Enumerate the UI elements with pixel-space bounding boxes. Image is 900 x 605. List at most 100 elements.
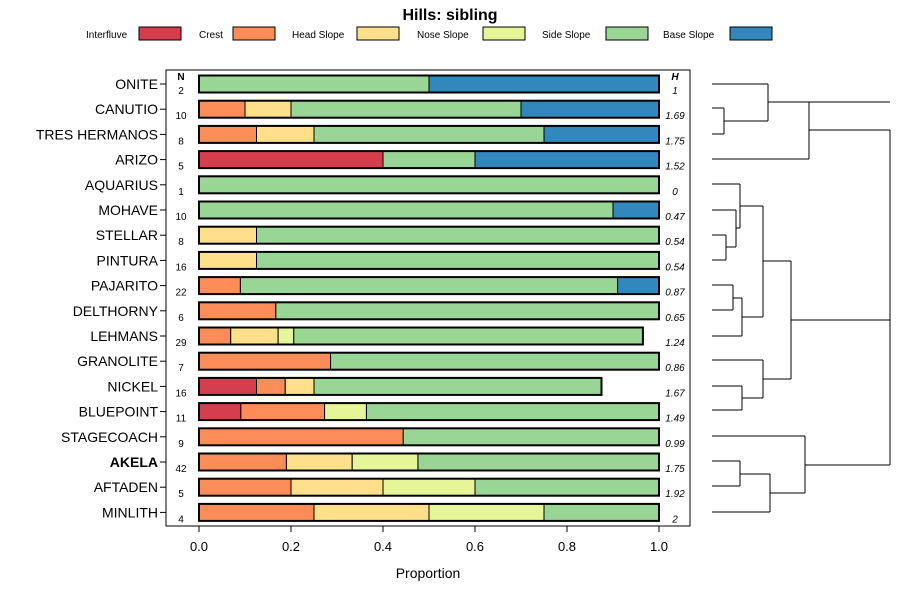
bar-segment-aftaden-nose-slope <box>382 478 476 497</box>
bar-row-onite: ONITE 2 1 <box>115 74 678 97</box>
h-value-canutio: 1.69 <box>665 111 685 122</box>
n-value-aftaden: 5 <box>178 489 184 500</box>
h-value-delthorny: 0.65 <box>665 313 685 324</box>
bar-outline-tres-hermanos <box>198 124 660 144</box>
bar-segment-delthorny-side-slope <box>275 301 660 320</box>
bar-segment-bluepoint-crest <box>240 402 326 421</box>
bar-segment-lehmans-head-slope <box>230 327 279 345</box>
category-label-tres-hermanos: TRES HERMANOS <box>36 126 158 142</box>
n-value-stellar: 8 <box>178 237 184 248</box>
category-label-pintura: PINTURA <box>97 252 159 268</box>
n-value-arizo: 5 <box>178 162 184 173</box>
bar-row-minlith: MINLITH 4 2 <box>102 502 678 525</box>
x-axis-label: Proportion <box>396 565 461 581</box>
legend-swatch-side-slope <box>605 26 649 41</box>
h-value-lehmans: 1.24 <box>665 338 685 349</box>
bar-segment-nickel-interfluve <box>198 377 257 396</box>
legend-label-head-slope: Head Slope <box>292 30 345 41</box>
bar-row-mohave: MOHAVE 10 0.47 <box>98 200 685 223</box>
bar-segment-nickel-head-slope <box>284 377 315 396</box>
bar-outline-aftaden <box>198 477 660 497</box>
x-tick-label: 0.0 <box>190 539 208 554</box>
bar-segment-minlith-nose-slope <box>428 503 545 522</box>
legend-swatch-crest <box>232 26 276 41</box>
n-value-minlith: 4 <box>178 514 184 525</box>
bar-segment-canutio-head-slope <box>244 100 292 119</box>
bar-segment-canutio-side-slope <box>290 100 522 119</box>
bar-segment-pajarito-base-slope <box>617 276 660 295</box>
bar-segment-akela-crest <box>198 453 287 471</box>
bar-segment-arizo-interfluve <box>198 150 384 169</box>
bar-segment-onite-base-slope <box>428 75 660 93</box>
bar-outline-onite <box>198 74 660 94</box>
category-label-pajarito: PAJARITO <box>91 278 158 294</box>
bar-row-tres-hermanos: TRES HERMANOS 8 1.75 <box>36 124 685 147</box>
h-value-granolite: 0.86 <box>665 363 685 374</box>
bar-outline-minlith <box>198 502 660 522</box>
n-value-pintura: 16 <box>175 262 187 273</box>
bar-outline-stellar <box>198 225 660 245</box>
category-label-mohave: MOHAVE <box>98 202 158 218</box>
x-tick-label: 0.8 <box>558 539 576 554</box>
x-axis: 0.0 0.2 0.4 0.6 0.8 1.0 <box>190 526 668 554</box>
legend-swatch-head-slope <box>356 26 400 41</box>
h-value-aftaden: 1.92 <box>665 489 685 500</box>
bar-outline-pajarito <box>198 276 660 296</box>
n-column-header: N <box>177 72 184 83</box>
legend-label-crest: Crest <box>199 30 223 41</box>
n-value-pajarito: 22 <box>175 288 187 299</box>
h-value-pajarito: 0.87 <box>665 288 685 299</box>
x-tick-label: 0.4 <box>374 539 392 554</box>
category-label-akela: AKELA <box>110 454 158 470</box>
h-value-stellar: 0.54 <box>665 237 685 248</box>
chart-title: Hills: sibling <box>402 7 497 24</box>
n-value-canutio: 10 <box>175 111 187 122</box>
bar-segment-bluepoint-side-slope <box>365 402 660 421</box>
bar-segment-tres-hermanos-base-slope <box>543 125 660 144</box>
n-value-granolite: 7 <box>178 363 184 374</box>
bar-row-stagecoach: STAGECOACH 9 0.99 <box>61 427 685 450</box>
bar-segment-pintura-head-slope <box>198 251 257 270</box>
legend-label-nose-slope: Nose Slope <box>417 30 469 41</box>
bar-segment-stellar-head-slope <box>198 226 257 245</box>
h-value-akela: 1.75 <box>665 464 685 475</box>
bar-segment-stagecoach-side-slope <box>402 427 660 446</box>
category-label-aquarius: AQUARIUS <box>85 177 158 193</box>
bar-segment-granolite-side-slope <box>330 352 660 371</box>
bar-outline-bluepoint <box>198 402 660 422</box>
bar-segment-stellar-side-slope <box>256 226 660 245</box>
n-value-aquarius: 1 <box>178 187 184 198</box>
h-value-onite: 1 <box>672 86 678 97</box>
legend-swatch-interfluve <box>138 26 182 41</box>
bar-outline-akela <box>198 452 660 472</box>
category-label-stellar: STELLAR <box>96 227 158 243</box>
category-label-bluepoint: BLUEPOINT <box>79 404 159 420</box>
bar-outline-lehmans <box>198 326 644 346</box>
dendrogram <box>712 83 891 513</box>
bar-segment-pintura-side-slope <box>256 251 660 270</box>
bar-segment-pajarito-crest <box>198 276 241 295</box>
bar-outline-mohave <box>198 200 660 220</box>
legend-swatch-nose-slope <box>482 26 526 41</box>
n-value-tres-hermanos: 8 <box>178 136 184 147</box>
h-value-bluepoint: 1.49 <box>665 414 685 425</box>
h-value-pintura: 0.54 <box>665 262 685 273</box>
h-column-header: H <box>671 72 679 83</box>
bar-row-pintura: PINTURA 16 0.54 <box>97 250 685 273</box>
n-value-lehmans: 29 <box>175 338 187 349</box>
bar-row-bluepoint: BLUEPOINT 11 1.49 <box>79 402 685 425</box>
bar-segment-canutio-crest <box>198 100 246 119</box>
category-label-lehmans: LEHMANS <box>90 328 158 344</box>
legend-swatch-base-slope <box>729 26 773 41</box>
bar-segment-tres-hermanos-head-slope <box>256 125 315 144</box>
bar-row-akela: AKELA 42 1.75 <box>110 452 685 475</box>
category-label-canutio: CANUTIO <box>95 101 158 117</box>
bar-outline-pintura <box>198 250 660 270</box>
bar-segment-arizo-side-slope <box>382 150 476 169</box>
bar-segment-aftaden-side-slope <box>474 478 660 497</box>
bar-segment-arizo-base-slope <box>474 150 660 169</box>
category-label-stagecoach: STAGECOACH <box>61 429 158 445</box>
n-value-akela: 42 <box>175 464 187 475</box>
bar-segment-akela-head-slope <box>285 453 353 471</box>
bar-segment-aftaden-head-slope <box>290 478 384 497</box>
